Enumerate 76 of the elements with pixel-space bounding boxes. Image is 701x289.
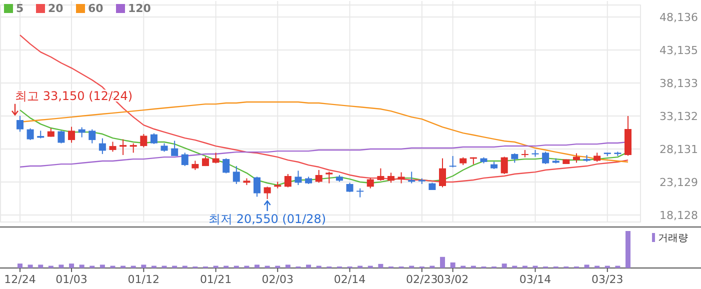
candlestick xyxy=(232,166,240,184)
legend-label: 60 xyxy=(88,2,104,15)
candlestick xyxy=(68,126,76,144)
candlestick xyxy=(398,172,405,184)
bar xyxy=(100,264,105,268)
bar xyxy=(502,264,507,268)
candlestick xyxy=(264,186,271,200)
bar xyxy=(285,264,290,268)
candlestick xyxy=(120,138,127,156)
bar xyxy=(79,264,84,268)
candlestick xyxy=(88,128,96,144)
x-tick-label: 02/14 xyxy=(334,273,366,286)
bar xyxy=(254,264,260,268)
bar xyxy=(440,256,446,268)
candlestick xyxy=(315,169,322,184)
bar xyxy=(141,264,146,268)
y-tick-label: 33,132 xyxy=(660,110,698,123)
candlestick xyxy=(326,171,333,184)
candlestick xyxy=(542,151,550,164)
candlestick xyxy=(130,142,137,154)
candlestick xyxy=(449,156,456,168)
bar xyxy=(18,264,22,268)
candlestick xyxy=(16,115,24,132)
candlestick xyxy=(212,152,220,164)
annotation: 최저 20,550 (01/28) xyxy=(208,212,326,226)
bar xyxy=(378,264,384,268)
y-tick-label: 48,136 xyxy=(660,10,698,24)
legend-label: 120 xyxy=(128,2,152,15)
candlestick xyxy=(150,132,158,144)
y-tick-label: 43,135 xyxy=(660,44,698,57)
bar xyxy=(626,231,630,268)
candlestick xyxy=(377,168,384,182)
candlestick xyxy=(254,176,261,198)
candlestick xyxy=(192,160,199,170)
y-tick-label: 23,129 xyxy=(660,176,698,190)
candlestick xyxy=(511,152,518,164)
x-tick-label: 02/23 xyxy=(406,273,438,286)
bar xyxy=(58,264,64,268)
bar xyxy=(28,264,33,268)
candlestick xyxy=(439,158,446,188)
x-tick-label: 03/02 xyxy=(436,273,469,286)
x-tick-label: 01/12 xyxy=(128,273,160,286)
x-tick-label: 01/03 xyxy=(56,273,88,286)
x-tick-label: 12/24 xyxy=(4,273,36,286)
x-tick-label: 01/21 xyxy=(200,273,232,286)
x-tick-label: 03/23 xyxy=(592,273,624,286)
x-tick-label: 02/03 xyxy=(262,273,294,286)
y-tick-label: 18,128 xyxy=(660,209,698,222)
candlestick xyxy=(222,158,230,174)
candlestick xyxy=(521,149,528,158)
candlestick xyxy=(181,152,188,167)
candlestick xyxy=(109,141,116,152)
y-tick-label: 28,131 xyxy=(660,143,698,156)
bar xyxy=(38,264,44,268)
candlestick xyxy=(294,170,302,186)
x-tick-label: 03/14 xyxy=(519,273,552,286)
candlestick xyxy=(284,174,292,188)
legend-label: 5 xyxy=(16,2,24,15)
candlestick xyxy=(58,130,65,144)
candlestick xyxy=(594,152,601,162)
candlestick xyxy=(171,140,178,156)
candlestick xyxy=(98,138,106,155)
bar xyxy=(69,264,74,268)
candlestick xyxy=(572,152,580,164)
bar xyxy=(306,264,312,268)
candlestick xyxy=(346,182,354,193)
candlestick xyxy=(500,156,508,175)
candlestick xyxy=(140,134,148,148)
y-tick-label: 38,133 xyxy=(660,76,698,90)
bar xyxy=(450,262,456,268)
candlestick xyxy=(387,172,394,184)
legend-label: 거래량 xyxy=(658,233,688,244)
bar xyxy=(584,264,590,268)
candlestick xyxy=(26,128,34,141)
legend-label: 20 xyxy=(48,2,64,15)
candlestick xyxy=(366,177,374,189)
